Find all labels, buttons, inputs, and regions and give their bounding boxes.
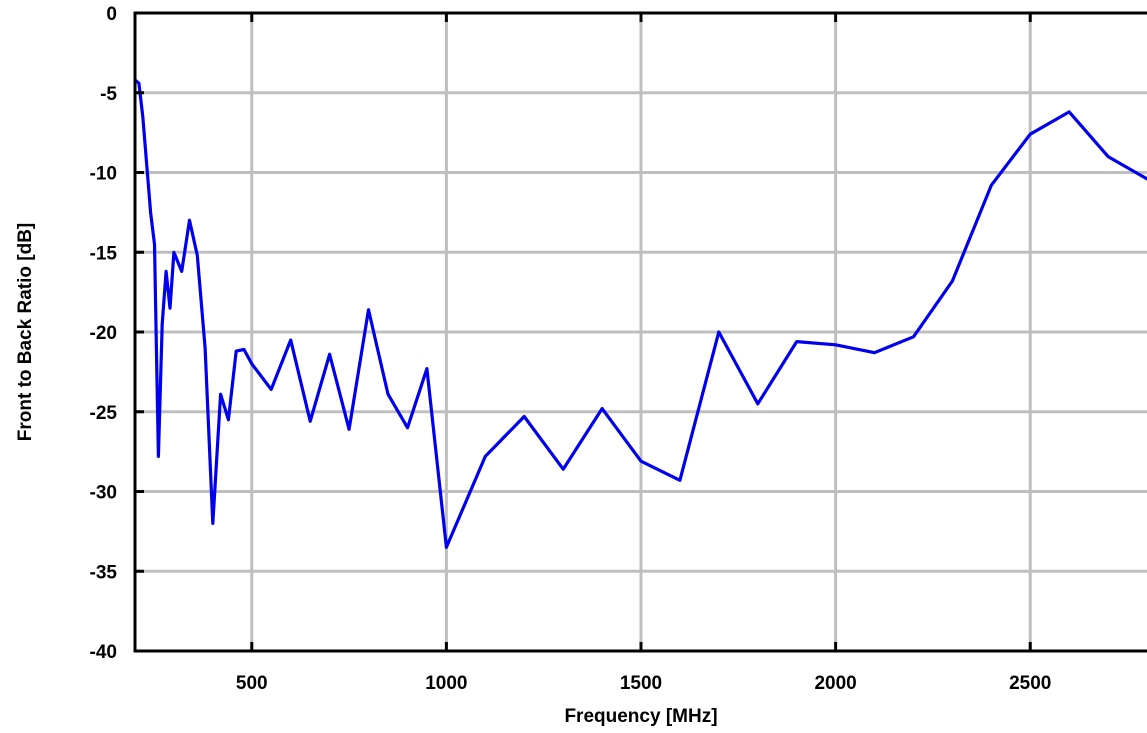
series-line <box>135 78 1147 549</box>
y-tick-label: -15 <box>90 243 118 264</box>
y-tick-label: -40 <box>90 642 117 663</box>
y-tick-label: -25 <box>90 403 118 424</box>
x-tick-label: 500 <box>236 673 268 694</box>
x-tick-label: 1000 <box>425 673 467 694</box>
y-tick-label: -20 <box>90 323 117 344</box>
x-tick-label: 1500 <box>620 673 662 694</box>
x-tick-label: 2000 <box>814 673 856 694</box>
x-axis-label: Frequency [MHz] <box>564 706 717 727</box>
x-tick-label: 2500 <box>1009 673 1051 694</box>
grid <box>135 13 1147 651</box>
plot-area <box>135 78 1147 549</box>
y-tick-label: -5 <box>100 84 117 105</box>
axis-ticks <box>135 11 1032 653</box>
tick-labels: 500 1000 1500 2000 2500 0 -5 -10 -15 -20 -25 -30 -35… <box>90 4 1052 694</box>
y-tick-label: -35 <box>90 562 118 583</box>
y-tick-label: 0 <box>106 4 117 25</box>
y-tick-label: -10 <box>90 164 117 185</box>
y-tick-label: -30 <box>90 483 117 504</box>
y-axis-label: Front to Back Ratio [dB] <box>15 223 36 442</box>
